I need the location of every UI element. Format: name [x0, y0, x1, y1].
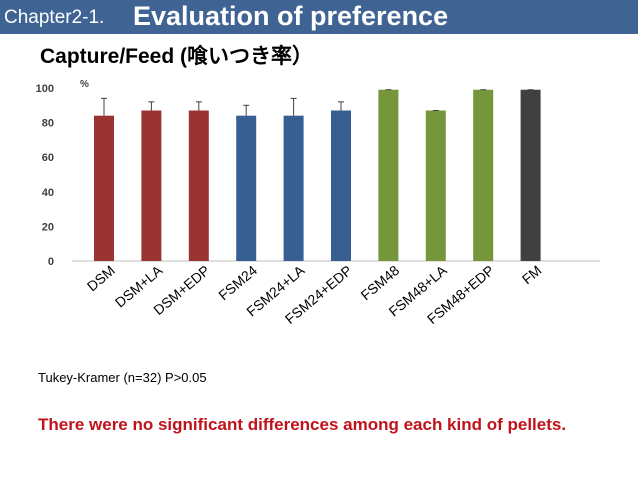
category-label: FSM24	[215, 262, 260, 303]
chapter-label: Chapter2-1.	[4, 7, 105, 28]
bar	[283, 115, 304, 262]
y-axis-label: %	[80, 79, 89, 90]
conclusion-text: There were no significant differences am…	[38, 415, 567, 434]
bar	[331, 110, 351, 262]
y-tick-label: 20	[42, 221, 54, 233]
bar	[473, 89, 494, 261]
statistics-note: Tukey-Kramer (n=32) P>0.05	[38, 370, 207, 385]
category-label: FSM48	[357, 262, 402, 303]
y-tick-label: 60	[42, 152, 54, 164]
y-tick-label: 40	[42, 187, 54, 199]
category-label: FM	[519, 262, 545, 287]
y-tick-label: 100	[36, 83, 54, 95]
bar	[188, 110, 209, 262]
bar	[378, 89, 399, 261]
bar	[94, 115, 114, 262]
y-tick-label: 80	[42, 118, 54, 130]
bar	[425, 110, 446, 262]
bar	[236, 115, 257, 262]
chart-title: Capture/Feed (喰いつき率）	[40, 45, 314, 68]
title-bar: Chapter2-1. Evaluation of preference	[0, 0, 638, 34]
category-label: DSM	[84, 262, 118, 294]
bar	[520, 89, 541, 261]
y-tick-label: 0	[48, 256, 54, 268]
slide-title: Evaluation of preference	[133, 1, 449, 31]
bar	[141, 110, 162, 262]
